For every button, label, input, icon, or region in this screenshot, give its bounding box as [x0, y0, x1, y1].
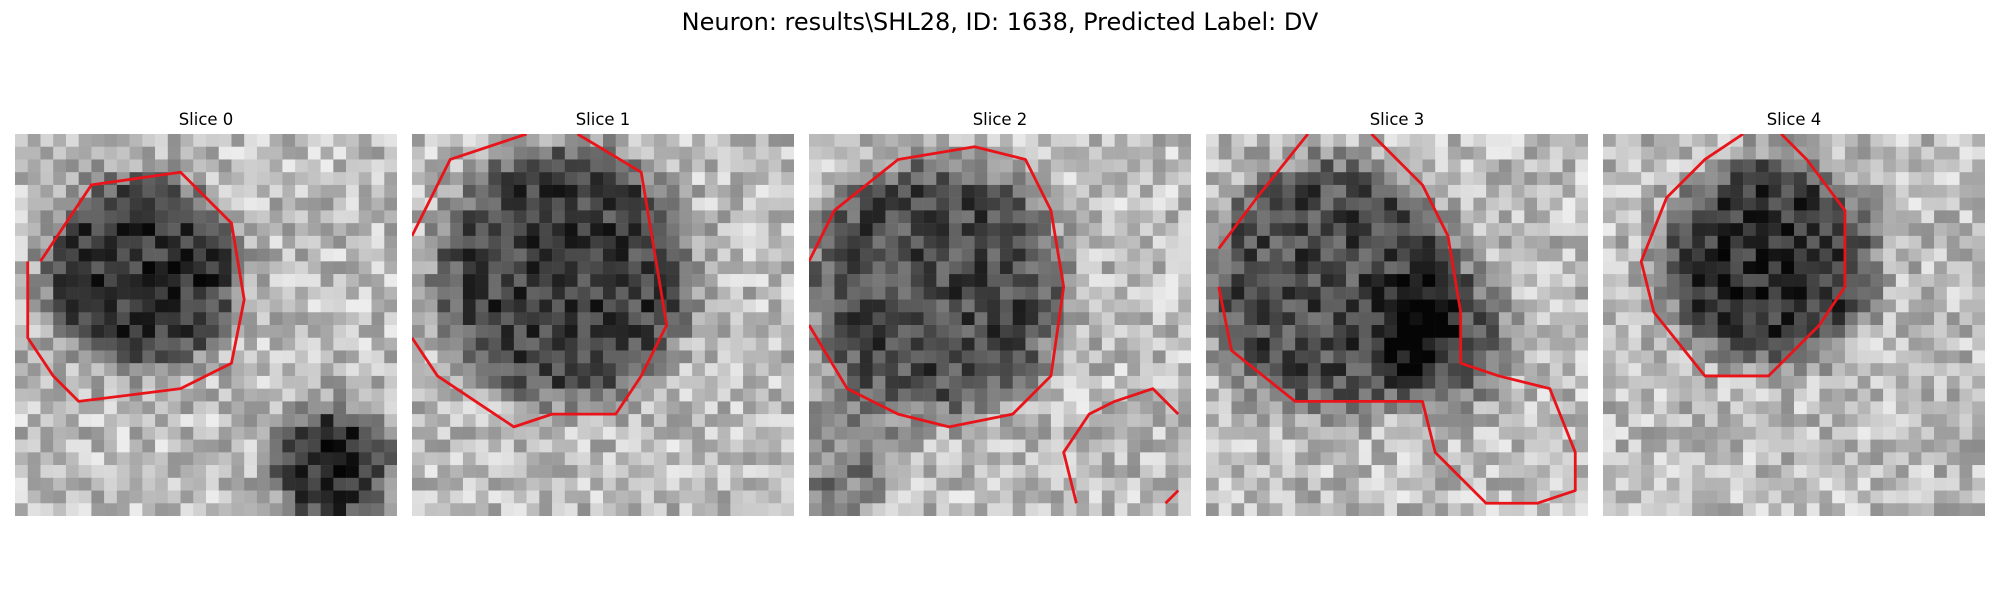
- slice-title: Slice 3: [1369, 110, 1425, 129]
- pixel-grid: [15, 134, 397, 516]
- contour-outline: [1217, 134, 1577, 505]
- slice-image-4: [1603, 134, 1985, 516]
- slice-panel-1: Slice 1: [412, 108, 794, 516]
- contour-outline: [1164, 489, 1180, 505]
- contour-outline: [809, 145, 1066, 429]
- slice-title: Slice 4: [1766, 110, 1822, 129]
- slice-panel-3: Slice 3: [1206, 108, 1588, 516]
- slice-image-0: [15, 134, 397, 516]
- slice-image-1: [412, 134, 794, 516]
- contour-outline: [1217, 134, 1309, 250]
- pixel-grid: [1603, 134, 1985, 516]
- slice-image-3: [1206, 134, 1588, 516]
- figure-title: Neuron: results\SHL28, ID: 1638, Predict…: [681, 8, 1319, 36]
- slice-panel-2: Slice 2: [809, 108, 1191, 516]
- slice-panel-4: Slice 4: [1603, 108, 1985, 516]
- pixel-grid: [412, 134, 794, 516]
- contour-outline: [1639, 134, 1847, 378]
- slice-title: Slice 0: [178, 110, 234, 129]
- contour-outline: [1062, 387, 1180, 504]
- contour-outline: [26, 170, 246, 403]
- pixel-grid: [1206, 134, 1588, 516]
- pixel-grid: [809, 134, 1191, 516]
- slice-title: Slice 1: [575, 110, 631, 129]
- contour-outline: [412, 134, 669, 429]
- slice-title: Slice 2: [972, 110, 1028, 129]
- slice-image-2: [809, 134, 1191, 516]
- contour-outline: [412, 134, 528, 237]
- slice-panel-0: Slice 0: [15, 108, 397, 516]
